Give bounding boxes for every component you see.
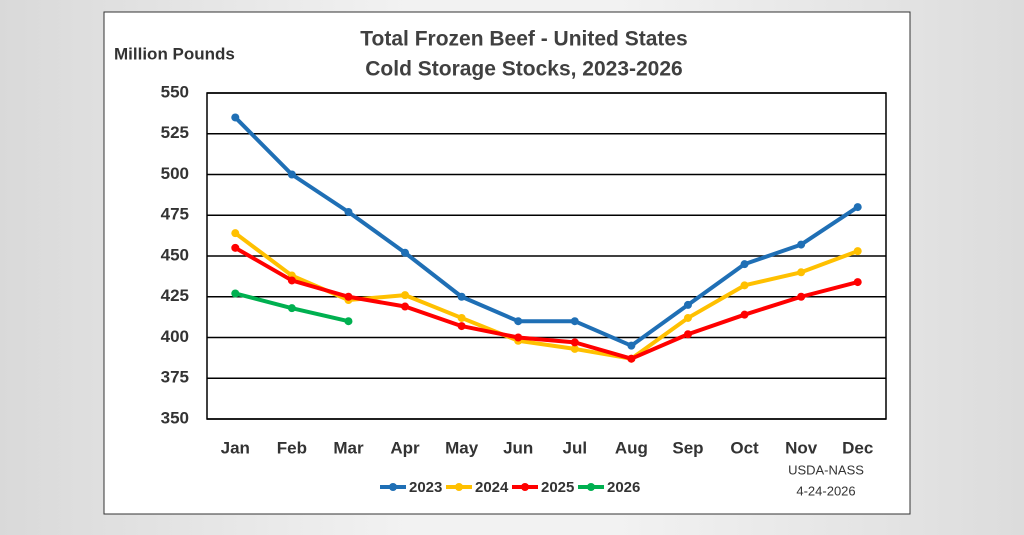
data-point [683,313,692,322]
data-point [344,207,353,216]
data-point [344,292,353,301]
y-tick-label: 375 [161,368,189,387]
data-point [570,344,579,353]
data-point [853,203,862,212]
y-tick-label: 350 [161,408,189,427]
data-point [457,313,466,322]
x-tick-label: Oct [730,438,759,457]
data-point [401,291,410,300]
data-point [401,248,410,257]
legend-swatch [587,483,595,491]
y-tick-label: 425 [161,286,189,305]
data-point [457,292,466,301]
legend-swatch [389,483,397,491]
y-tick-label: 550 [161,82,189,101]
data-point [797,292,806,301]
x-tick-label: Jul [563,438,588,457]
data-point [853,247,862,256]
data-point [287,276,296,285]
y-axis-label: Million Pounds [114,44,235,63]
data-point [627,354,636,363]
legend-swatch [521,483,529,491]
legend-swatch [455,483,463,491]
legend-label: 2026 [607,479,640,496]
data-point [797,240,806,249]
data-point [570,338,579,347]
y-tick-label: 475 [161,205,189,224]
chart-subtitle: Cold Storage Stocks, 2023-2026 [365,58,682,81]
x-tick-label: Dec [842,438,873,457]
x-tick-label: Feb [277,438,307,457]
data-point [231,243,240,252]
x-tick-label: Jun [503,438,533,457]
data-point [231,113,240,122]
source-note: USDA-NASS [788,462,864,477]
data-point [740,310,749,319]
y-tick-label: 525 [161,123,189,142]
data-point [570,317,579,326]
data-point [287,170,296,179]
data-point [853,278,862,287]
x-tick-label: Mar [333,438,364,457]
data-point [683,330,692,339]
source-note: 4-24-2026 [796,483,855,498]
data-point [457,322,466,331]
x-tick-label: May [445,438,479,457]
series-line [233,116,859,348]
data-point [401,302,410,311]
data-point [627,341,636,350]
data-point [344,317,353,326]
data-point [231,229,240,238]
y-tick-label: 400 [161,327,189,346]
legend-label: 2024 [475,479,509,496]
legend-label: 2023 [409,479,442,496]
chart-frame [103,11,911,515]
series-line [234,246,859,361]
data-point [740,260,749,269]
data-point [231,289,240,298]
y-tick-label: 500 [161,164,189,183]
x-tick-label: Sep [672,438,703,457]
y-tick-label: 450 [161,245,189,264]
data-point [797,268,806,277]
chart-title: Total Frozen Beef - United States [360,28,687,51]
plot-frame [206,92,887,420]
x-tick-label: Apr [390,438,420,457]
data-point [740,281,749,290]
x-tick-label: Nov [785,438,818,457]
x-tick-label: Aug [615,438,648,457]
data-point [683,300,692,309]
data-point [514,333,523,342]
data-point [287,304,296,313]
legend-label: 2025 [541,479,574,496]
x-tick-label: Jan [221,438,250,457]
data-point [514,317,523,326]
